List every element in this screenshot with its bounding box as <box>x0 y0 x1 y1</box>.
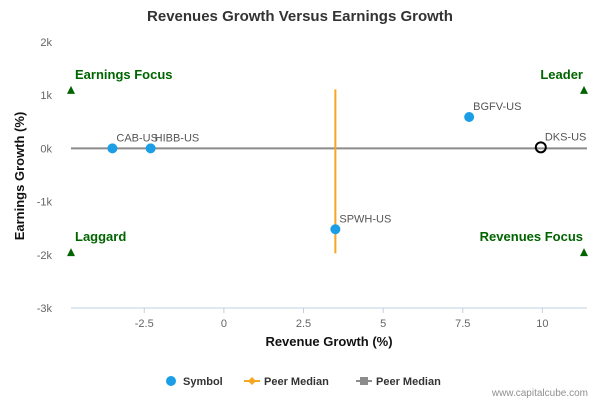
y-tick-label: 1k <box>40 90 52 102</box>
legend-label: Peer Median <box>264 376 329 388</box>
x-axis-ticks: -2.5 0 2.5 5 7.5 10 <box>135 308 549 330</box>
quadrant-label: Revenues Focus <box>480 229 583 244</box>
x-tick-label: 7.5 <box>455 318 470 330</box>
data-point-label: HIBB-US <box>155 132 200 144</box>
legend: Symbol Peer Median Peer Median <box>166 376 441 388</box>
quadrant-marker-icon <box>580 85 588 94</box>
quadrant-marker-icon <box>580 248 588 257</box>
legend-square-icon <box>360 377 368 385</box>
x-tick-label: 10 <box>536 318 548 330</box>
data-point <box>330 224 341 235</box>
data-point <box>145 143 156 154</box>
data-point <box>464 112 475 123</box>
legend-circle-icon <box>166 376 176 386</box>
quadrant-marker-icon <box>67 248 75 257</box>
y-tick-label: -1k <box>37 197 53 209</box>
quadrant-label: Laggard <box>75 229 126 244</box>
legend-diamond-icon <box>248 377 256 385</box>
y-tick-label: -2k <box>37 250 53 262</box>
quadrant-marker-icon <box>67 85 75 94</box>
quadrant-label: Earnings Focus <box>75 67 173 82</box>
data-point-label: SPWH-US <box>339 213 391 225</box>
x-axis-title: Revenue Growth (%) <box>265 334 392 349</box>
data-point-label: CAB-US <box>116 132 158 144</box>
y-tick-label: -3k <box>37 303 53 315</box>
credit-text: www.capitalcube.com <box>491 388 588 399</box>
data-point-highlighted <box>534 141 547 154</box>
y-axis-ticks: 2k 1k 0k -1k -2k -3k <box>37 37 53 315</box>
chart-title: Revenues Growth Versus Earnings Growth <box>147 8 453 25</box>
y-tick-label: 2k <box>40 37 52 49</box>
quadrant-labels: Earnings Focus Leader Laggard Revenues Focu… <box>67 67 588 257</box>
x-tick-label: -2.5 <box>135 318 154 330</box>
legend-label: Peer Median <box>376 376 441 388</box>
y-axis-title: Earnings Growth (%) <box>12 112 27 241</box>
x-tick-label: 0 <box>221 318 227 330</box>
data-point-label: BGFV-US <box>473 101 521 113</box>
data-point-label: DKS-US <box>545 131 587 143</box>
y-tick-label: 0k <box>40 143 52 155</box>
legend-label: Symbol <box>183 376 223 388</box>
x-tick-label: 5 <box>380 318 386 330</box>
x-tick-label: 2.5 <box>296 318 311 330</box>
data-point <box>107 143 118 154</box>
quadrant-label: Leader <box>540 67 583 82</box>
